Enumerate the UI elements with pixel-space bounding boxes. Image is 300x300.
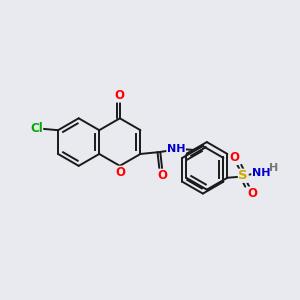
Text: O: O [247, 187, 257, 200]
Text: O: O [230, 152, 239, 164]
Text: O: O [157, 169, 167, 182]
Text: H: H [269, 163, 279, 173]
Text: O: O [115, 89, 125, 102]
Text: NH: NH [167, 144, 185, 154]
Text: Cl: Cl [30, 122, 43, 135]
Text: O: O [116, 166, 126, 179]
Text: NH: NH [252, 168, 270, 178]
Text: S: S [238, 169, 248, 182]
